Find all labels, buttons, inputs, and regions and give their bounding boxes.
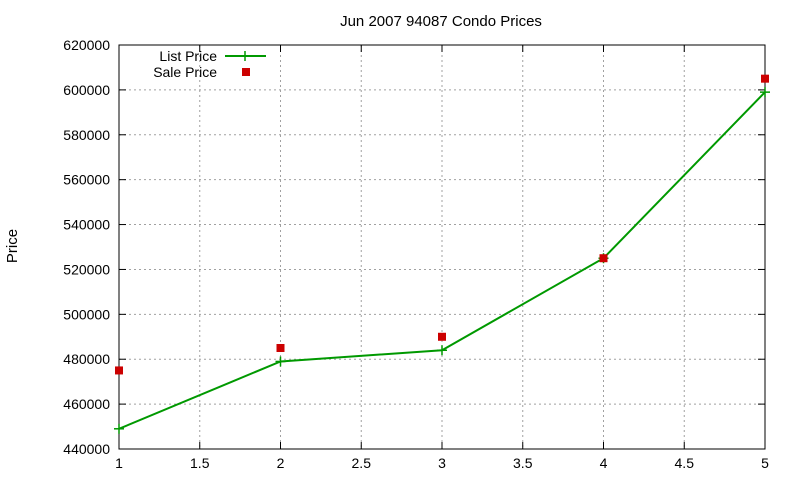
data-point bbox=[438, 332, 446, 341]
data-point bbox=[760, 87, 770, 98]
grid bbox=[119, 45, 765, 449]
x-tick-label: 2 bbox=[277, 455, 285, 471]
data-point bbox=[275, 356, 286, 367]
y-tick-label: 600000 bbox=[63, 82, 110, 98]
data-point bbox=[761, 74, 769, 83]
series bbox=[114, 74, 770, 434]
x-tick-label: 4 bbox=[600, 455, 608, 471]
y-tick-label: 540000 bbox=[63, 217, 110, 233]
data-point bbox=[114, 423, 124, 434]
y-tick-label: 500000 bbox=[63, 306, 110, 322]
chart-title: Jun 2007 94087 Condo Prices bbox=[340, 13, 542, 30]
x-tick-label: 1.5 bbox=[190, 455, 210, 471]
y-tick-label: 460000 bbox=[63, 396, 110, 412]
legend-marker bbox=[240, 51, 250, 61]
series-sale-price bbox=[115, 74, 769, 375]
x-tick-label: 3.5 bbox=[513, 455, 533, 471]
x-tick-label: 1 bbox=[115, 455, 123, 471]
legend-marker bbox=[242, 68, 250, 76]
legend-label: Sale Price bbox=[153, 64, 217, 80]
x-tick-label: 3 bbox=[438, 455, 446, 471]
x-tick-label: 5 bbox=[761, 455, 769, 471]
data-point bbox=[599, 254, 608, 263]
data-point bbox=[276, 344, 285, 352]
y-tick-label: 480000 bbox=[63, 351, 110, 367]
y-tick-label: 440000 bbox=[63, 441, 110, 457]
axis-ticks: 1 1.5 2 2.5 3 3.5 4 4.5 5 440000 460000 480000 50000… bbox=[63, 37, 769, 471]
y-tick-label: 580000 bbox=[63, 127, 110, 143]
y-tick-label: 620000 bbox=[63, 37, 110, 53]
y-tick-label: 520000 bbox=[63, 261, 110, 277]
data-point bbox=[115, 366, 123, 375]
data-point bbox=[437, 345, 447, 356]
y-axis-label: Price bbox=[4, 229, 21, 263]
x-tick-label: 4.5 bbox=[675, 455, 695, 471]
legend-label: List Price bbox=[159, 48, 217, 64]
x-tick-label: 2.5 bbox=[352, 455, 372, 471]
y-tick-label: 560000 bbox=[63, 172, 110, 188]
